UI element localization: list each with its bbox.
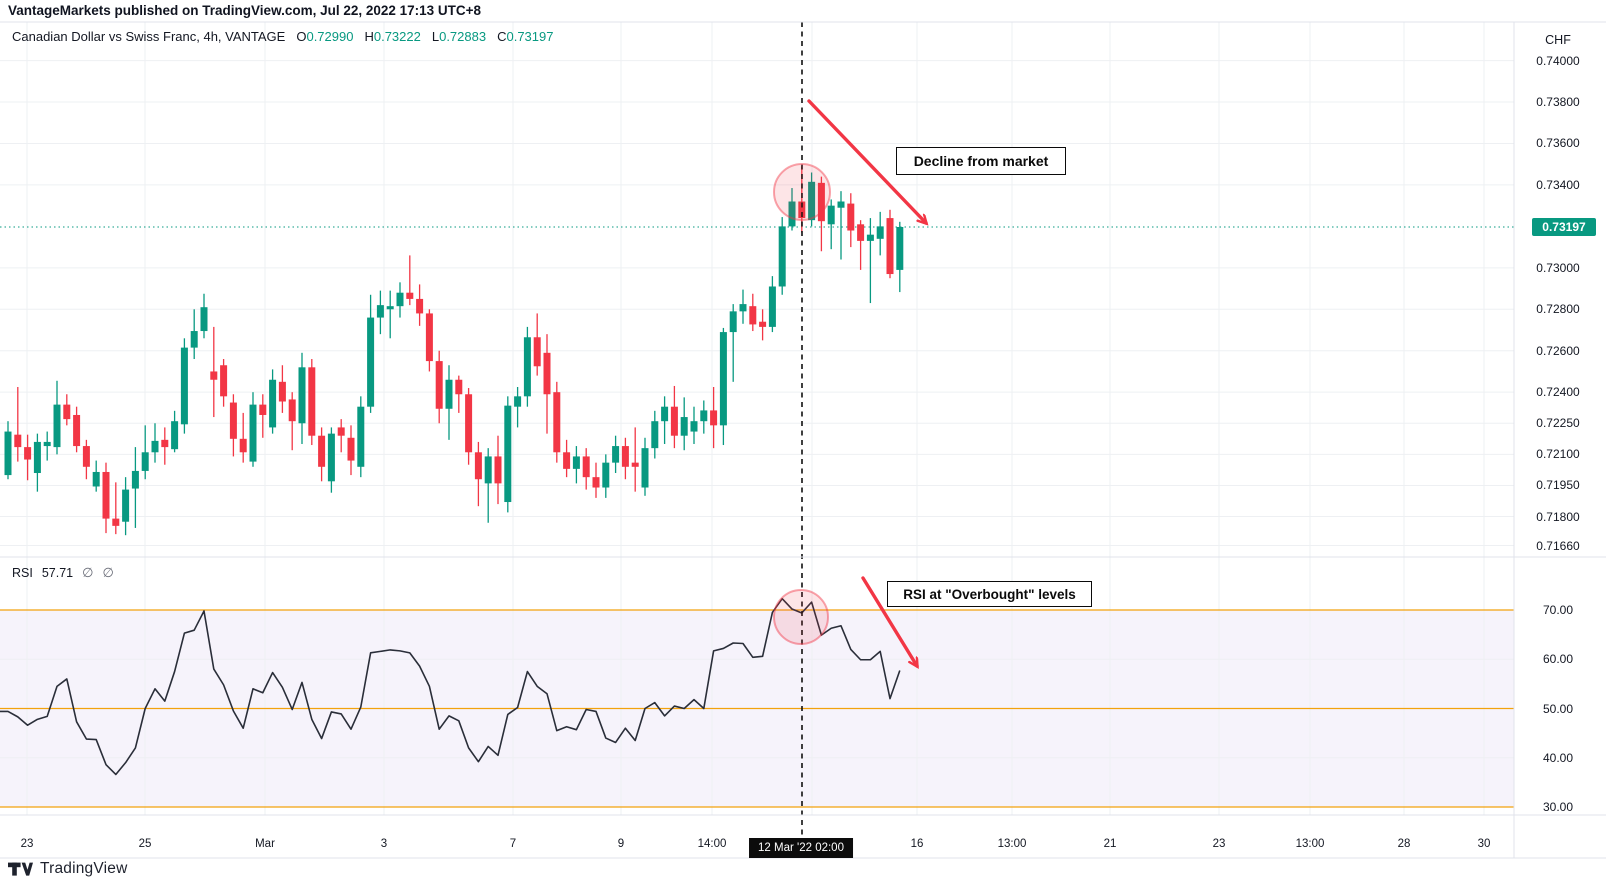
price-tick-label: 0.73600 [1536, 136, 1580, 151]
close-label: C [497, 29, 507, 44]
decline-annotation-box[interactable]: Decline from market [896, 147, 1066, 175]
candle-series[interactable] [4, 166, 904, 536]
brand-name: TradingView [40, 860, 128, 877]
low-value: 0.72883 [439, 29, 487, 44]
time-tick-label: 13:00 [1295, 838, 1325, 850]
rsi-tick-label: 40.00 [1542, 750, 1574, 765]
time-tick-label: 9 [617, 838, 625, 850]
time-tick-label: 13:00 [997, 838, 1027, 850]
rsi-tick-label: 70.00 [1542, 603, 1574, 617]
price-tick-label: 0.73000 [1536, 260, 1580, 275]
highlight-circle-price[interactable] [773, 163, 831, 221]
price-tick-label: 0.71800 [1536, 509, 1580, 524]
time-tick-label: 28 [1397, 838, 1411, 850]
rsi-tick-label: 50.00 [1542, 701, 1574, 716]
price-axis-currency: CHF [1545, 33, 1571, 47]
last-price-badge: 0.73197 [1532, 218, 1596, 236]
price-tick-label: 0.73400 [1536, 177, 1580, 192]
rsi-annotation-box[interactable]: RSI at "Overbought" levels [887, 581, 1092, 607]
low-label: L [431, 29, 440, 44]
price-tick-label: 0.71660 [1536, 538, 1580, 553]
rsi-tick-label: 60.00 [1542, 652, 1574, 667]
time-tick-label: 14:00 [697, 838, 727, 850]
time-tick-label: Mar [255, 838, 275, 850]
empty-set-icon: ∅ [102, 565, 114, 580]
time-tick-label: 23 [1212, 838, 1226, 850]
price-tick-label: 0.72400 [1536, 385, 1580, 400]
time-tick-label: 16 [910, 838, 924, 850]
rsi-tick-label: 30.00 [1542, 800, 1574, 814]
price-tick-label: 0.73800 [1536, 95, 1580, 110]
price-tick-label: 0.72100 [1536, 447, 1580, 462]
time-tick-label: 30 [1477, 838, 1491, 850]
price-tick-label: 0.72250 [1536, 416, 1580, 431]
rsi-indicator-name: RSI [12, 566, 33, 580]
price-tick-label: 0.72600 [1536, 343, 1580, 358]
high-value: 0.73222 [373, 29, 421, 44]
close-value: 0.73197 [506, 29, 554, 44]
open-value: 0.72990 [306, 29, 354, 44]
symbol-title: Canadian Dollar vs Swiss Franc, 4h, VANT… [12, 29, 286, 44]
rsi-value: 57.71 [41, 566, 74, 580]
time-tick-label: 7 [509, 838, 517, 850]
high-label: H [364, 29, 374, 44]
price-tick-label: 0.74000 [1536, 53, 1580, 68]
open-label: O [296, 29, 307, 44]
time-tick-label: 21 [1103, 838, 1117, 850]
empty-set-icon: ∅ [82, 565, 94, 580]
tradingview-logo-icon [8, 862, 33, 876]
time-tick-label: 3 [380, 838, 388, 850]
decline-arrow[interactable] [807, 99, 926, 223]
time-tick-label: 23 [20, 838, 34, 850]
price-tick-label: 0.72800 [1536, 302, 1580, 317]
time-marker-badge: 12 Mar '22 02:00 [749, 838, 853, 858]
publisher-watermark: VantageMarkets published on TradingView.… [8, 3, 482, 18]
rsi-decline-arrow[interactable] [861, 576, 917, 666]
highlight-circle-rsi[interactable] [773, 589, 829, 645]
price-tick-label: 0.71950 [1536, 478, 1580, 493]
tradingview-logo-link[interactable]: TradingView [8, 860, 128, 878]
symbol-legend[interactable]: Canadian Dollar vs Swiss Franc, 4h, VANT… [12, 29, 553, 44]
time-tick-label: 25 [138, 838, 152, 850]
rsi-legend[interactable]: RSI 57.71 ∅ ∅ [12, 565, 114, 581]
rsi-line [0, 597, 901, 776]
